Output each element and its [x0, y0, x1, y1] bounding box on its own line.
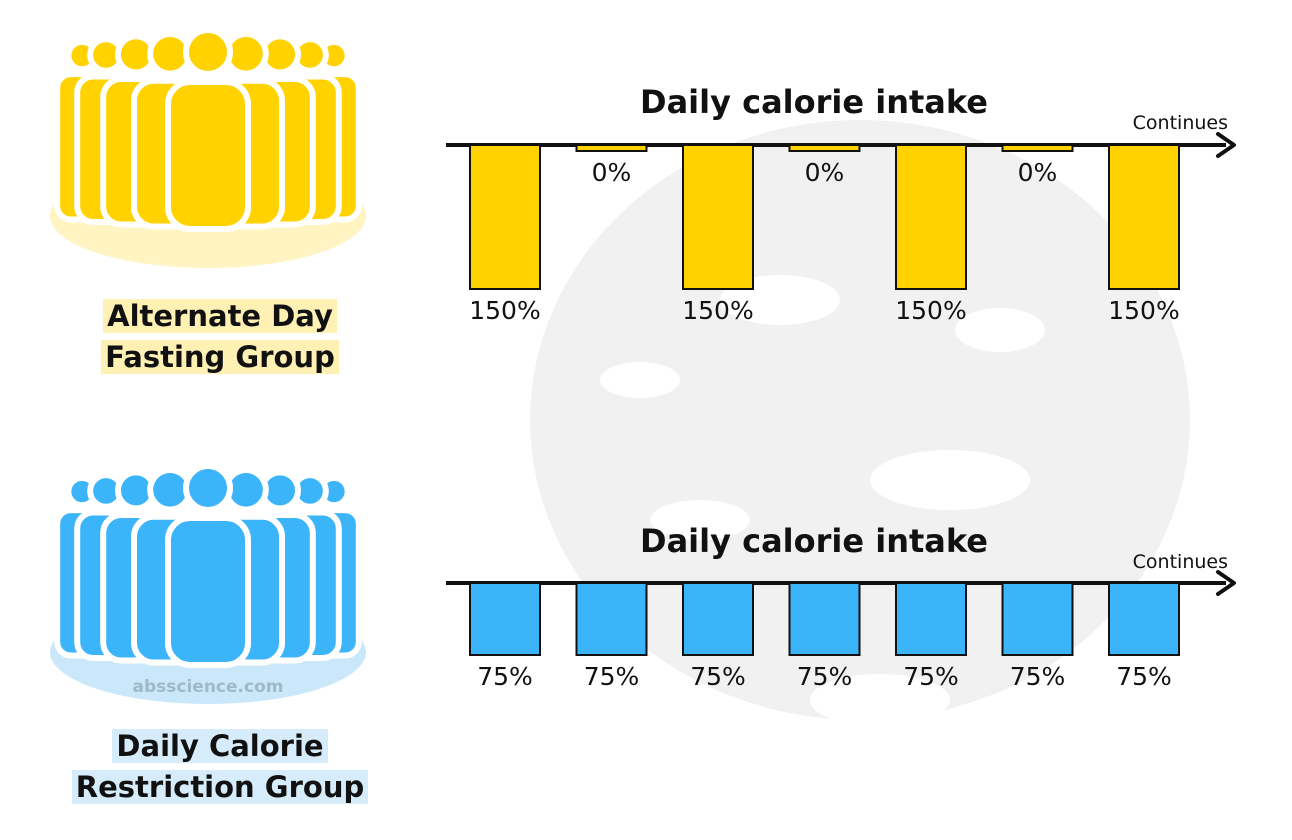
group-label-line2: Restriction Group [71, 770, 369, 804]
people-group-icon [50, 27, 366, 268]
person-silhouette [165, 27, 251, 232]
data-label: 75% [477, 662, 533, 691]
data-label: 0% [592, 158, 632, 187]
group-label-line2: Fasting Group [101, 340, 339, 374]
bar [575, 582, 648, 656]
axis-arrow-icon [1216, 570, 1236, 596]
data-label: 75% [1116, 662, 1172, 691]
bar [788, 582, 861, 656]
bar [682, 144, 754, 290]
bar [469, 144, 541, 290]
chart-daily-calorie-restriction: Daily calorie intake Continues 75% 75% 75%… [446, 522, 1236, 691]
chart-title: Daily calorie intake [640, 83, 988, 121]
bar [1108, 582, 1180, 656]
bar [469, 582, 541, 656]
bar [575, 144, 648, 152]
data-label: 75% [903, 662, 959, 691]
data-label: 150% [1108, 296, 1179, 325]
data-label: 0% [1018, 158, 1058, 187]
person-silhouette [165, 463, 251, 668]
bar [682, 582, 754, 656]
bar [1001, 582, 1074, 656]
bar [788, 144, 861, 152]
bar [1108, 144, 1180, 290]
bar [1001, 144, 1074, 152]
data-label: 75% [690, 662, 746, 691]
data-label: 150% [682, 296, 753, 325]
data-label: 75% [584, 662, 640, 691]
bars: 75% 75% 75% 75% 75% 75% 75% [469, 582, 1180, 691]
axis-arrow-icon [1216, 132, 1236, 158]
watermark: absscience.com [132, 677, 284, 697]
data-label: 150% [895, 296, 966, 325]
group-label-line1: Alternate Day [103, 299, 337, 333]
chart-title: Daily calorie intake [640, 522, 988, 560]
data-label: 0% [805, 158, 845, 187]
people-group-icon [50, 463, 366, 704]
bars: 150% 0% 150% 0% 150% 0% 150% [469, 144, 1180, 325]
bar [895, 582, 967, 656]
data-label: 150% [469, 296, 540, 325]
axis-note: Continues [1133, 551, 1228, 573]
chart-alternate-day-fasting: Daily calorie intake Continues 150%0%150… [446, 83, 1236, 325]
data-label: 75% [1010, 662, 1066, 691]
group-label-alternate-day-fasting: Alternate Day Fasting Group [40, 296, 400, 378]
bar [895, 144, 967, 290]
group-label-line1: Daily Calorie [112, 729, 328, 763]
data-label: 75% [797, 662, 853, 691]
group-label-daily-calorie-restriction: Daily Calorie Restriction Group [20, 726, 420, 808]
axis-note: Continues [1133, 112, 1228, 134]
